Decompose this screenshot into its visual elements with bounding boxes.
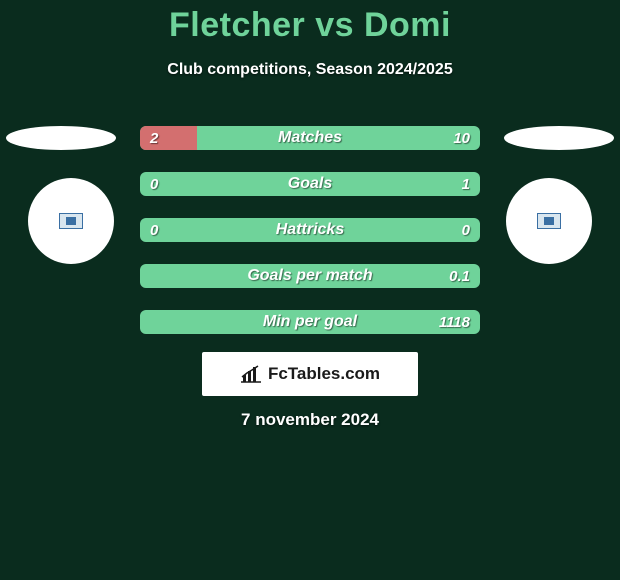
stat-left-value: 0 — [150, 218, 158, 242]
flag-inner-icon — [66, 217, 76, 225]
stat-left-value: 0 — [150, 172, 158, 196]
stat-bars: Matches210Goals01Hattricks00Goals per ma… — [140, 126, 480, 356]
stat-row: Min per goal1118 — [140, 310, 480, 334]
stat-label: Hattricks — [140, 218, 480, 242]
stat-right-value: 1 — [462, 172, 470, 196]
stat-label: Min per goal — [140, 310, 480, 334]
snapshot-date: 7 november 2024 — [0, 410, 620, 430]
stat-label: Matches — [140, 126, 480, 150]
player-right-avatar — [506, 178, 592, 264]
brand-text: FcTables.com — [268, 364, 380, 384]
player-left-avatar — [28, 178, 114, 264]
stat-right-value: 0 — [462, 218, 470, 242]
stat-label: Goals — [140, 172, 480, 196]
brand-badge: FcTables.com — [202, 352, 418, 396]
player-left-flag-icon — [59, 213, 83, 229]
stat-right-value: 0.1 — [449, 264, 470, 288]
stat-row: Hattricks0 0 — [140, 218, 480, 242]
stat-right-value: 1118 — [439, 310, 470, 334]
stat-label: Goals per match — [140, 264, 480, 288]
comparison-title: Fletcher vs Domi — [0, 0, 620, 45]
player-right-flag-icon — [537, 213, 561, 229]
stat-row: Goals per match0.1 — [140, 264, 480, 288]
stat-row: Matches2 10 — [140, 126, 480, 150]
brand-chart-icon — [240, 365, 262, 383]
player-right-ellipse — [504, 126, 614, 150]
comparison-subtitle: Club competitions, Season 2024/2025 — [0, 61, 620, 79]
stat-left-value: 2 — [150, 126, 158, 150]
stat-row: Goals0 1 — [140, 172, 480, 196]
player-left-ellipse — [6, 126, 116, 150]
stat-right-value: 10 — [453, 126, 470, 150]
flag-inner-icon — [544, 217, 554, 225]
